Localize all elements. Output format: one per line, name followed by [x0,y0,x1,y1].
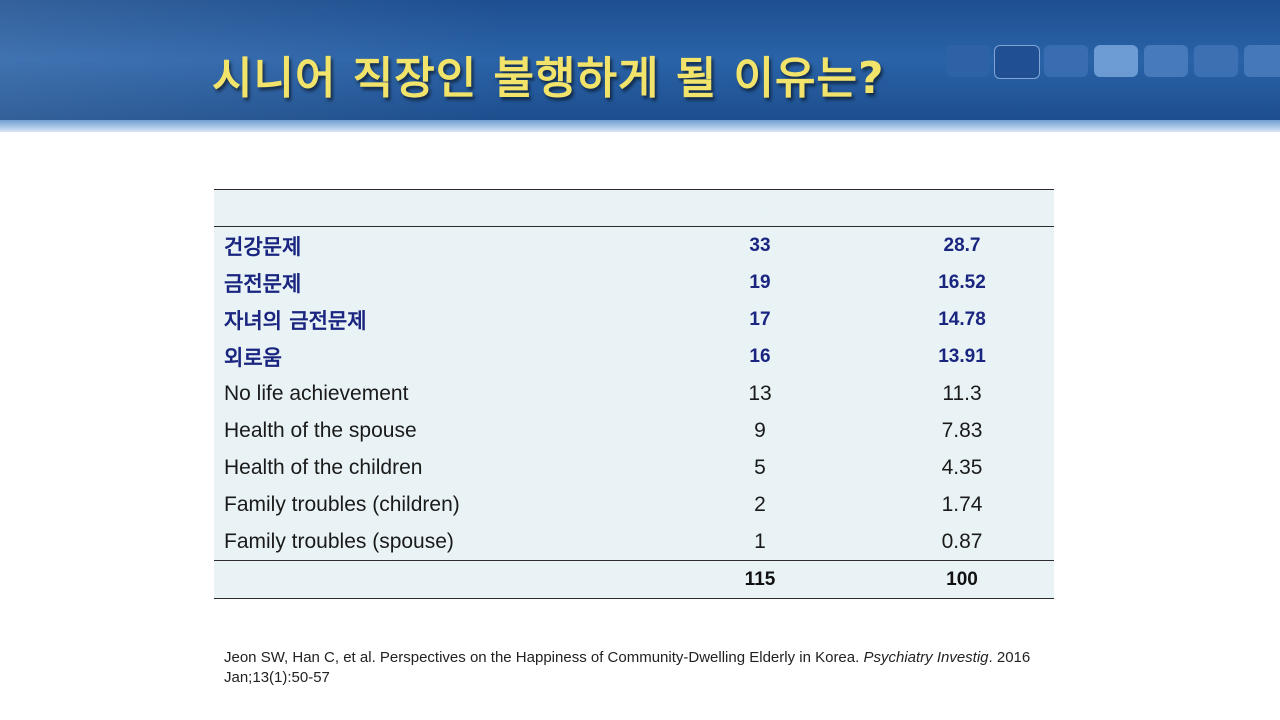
table-header-row: n % [214,189,1054,227]
row-percent: 11.3 [942,381,982,405]
total-row: 115 100 [214,560,1054,599]
row-n: 5 [754,455,766,479]
title-banner [0,0,1280,132]
table-row: 자녀의 금전문제 17 14.78 [214,301,1054,338]
row-label: Family troubles (children) [224,492,460,516]
decorative-tile [994,45,1040,79]
row-percent: 7.83 [941,418,983,442]
header-percent: % [870,189,1054,227]
row-percent: 16.52 [938,271,986,293]
table-row: Health of the spouse 9 7.83 [214,412,1054,449]
decorative-tile [946,45,990,77]
table-row: No life achievement 13 11.3 [214,375,1054,412]
banner-stripe [0,120,1280,132]
row-n: 1 [754,529,766,553]
row-n: 33 [749,234,771,256]
row-n: 9 [754,418,766,442]
row-label: Family troubles (spouse) [224,529,454,553]
row-percent: 0.87 [941,529,983,553]
table-row: 금전문제 19 16.52 [214,264,1054,301]
row-percent: 28.7 [943,234,981,256]
decorative-tile [1044,45,1088,77]
row-percent: 13.91 [938,345,986,367]
reasons-table: n % 건강문제 33 28.7 금전문제 19 16.52 자녀의 금전문제 … [214,189,1054,599]
slide-title: 시니어 직장인 불행하게 될 이유는? [212,53,885,104]
decorative-tile [1144,45,1188,77]
row-label: 금전문제 [224,271,302,296]
row-label: No life achievement [224,381,409,405]
total-n: 115 [650,560,870,599]
row-label: 건강문제 [224,234,302,259]
table-row: Family troubles (spouse) 1 0.87 [214,523,1054,561]
row-n: 13 [748,381,772,405]
table-row: Health of the children 5 4.35 [214,449,1054,486]
row-percent: 14.78 [938,308,986,330]
row-label: Health of the spouse [224,418,417,442]
row-n: 2 [754,492,766,516]
table-row: 건강문제 33 28.7 [214,227,1054,265]
decorative-tile [1244,45,1280,77]
row-n: 17 [749,308,771,330]
citation-details: . 2016 Jan;13(1):50-57 [224,649,1031,686]
total-percent: 100 [870,560,1054,599]
citation: Jeon SW, Han C, et al. Perspectives on t… [224,648,1064,688]
row-label: Health of the children [224,455,423,479]
header-n: n [650,189,870,227]
decorative-tile [1194,45,1238,77]
citation-authors: Jeon SW, Han C, et al. Perspectives on t… [224,649,864,666]
table-row: Family troubles (children) 2 1.74 [214,486,1054,523]
row-label: 외로움 [224,345,282,370]
row-n: 16 [749,345,771,367]
row-label: 자녀의 금전문제 [224,308,367,333]
total-label [214,560,650,599]
row-percent: 4.35 [941,455,983,479]
header-label [214,189,650,227]
decorative-tile [1094,45,1138,77]
citation-journal: Psychiatry Investig [863,649,989,666]
row-percent: 1.74 [941,492,983,516]
table-row: 외로움 16 13.91 [214,338,1054,375]
row-n: 19 [749,271,771,293]
